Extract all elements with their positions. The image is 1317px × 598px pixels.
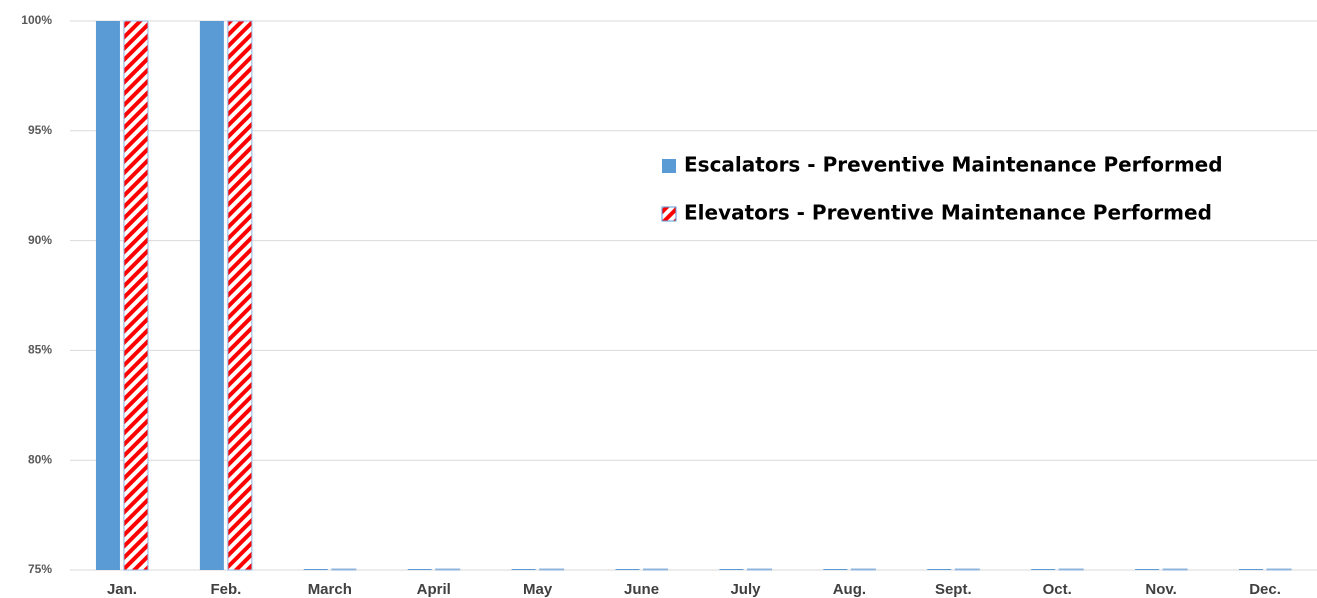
x-tick-label: Aug. bbox=[833, 581, 866, 598]
bar bbox=[407, 569, 432, 570]
bar bbox=[746, 568, 772, 571]
y-tick-label: 95% bbox=[28, 123, 52, 137]
x-tick-label: Jan. bbox=[107, 581, 137, 598]
bar bbox=[1266, 568, 1292, 571]
y-tick-label: 80% bbox=[28, 452, 52, 466]
bar bbox=[615, 569, 640, 570]
bar bbox=[927, 569, 952, 570]
x-tick-label: March bbox=[308, 581, 352, 598]
x-tick-label: Sept. bbox=[935, 581, 972, 598]
bar bbox=[331, 568, 357, 571]
x-tick-label: May bbox=[523, 581, 553, 598]
bar bbox=[539, 568, 565, 571]
legend-label: Elevators - Preventive Maintenance Perfo… bbox=[684, 201, 1212, 225]
x-tick-label: Dec. bbox=[1249, 581, 1281, 598]
x-tick-label: Feb. bbox=[210, 581, 241, 598]
x-tick-label: Oct. bbox=[1043, 581, 1072, 598]
legend-swatch bbox=[662, 159, 676, 173]
bar bbox=[954, 568, 980, 571]
x-tick-label: Nov. bbox=[1145, 581, 1176, 598]
legend-label: Escalators - Preventive Maintenance Perf… bbox=[684, 153, 1223, 177]
bar bbox=[1162, 568, 1188, 571]
bar bbox=[1058, 568, 1084, 571]
bar bbox=[227, 20, 253, 571]
bar bbox=[199, 21, 224, 570]
bar bbox=[123, 20, 149, 571]
bar bbox=[823, 569, 848, 570]
y-tick-label: 100% bbox=[21, 13, 52, 27]
bar bbox=[1135, 569, 1160, 570]
x-tick-label: June bbox=[624, 581, 659, 598]
x-tick-label: April bbox=[417, 581, 451, 598]
bar bbox=[511, 569, 536, 570]
bar bbox=[719, 569, 744, 570]
bar bbox=[95, 21, 120, 570]
bar bbox=[435, 568, 461, 571]
bar bbox=[850, 568, 876, 571]
bar bbox=[1031, 569, 1056, 570]
bar bbox=[303, 569, 328, 570]
y-tick-label: 85% bbox=[28, 343, 52, 357]
legend-swatch bbox=[661, 206, 677, 222]
y-tick-label: 75% bbox=[28, 562, 52, 576]
y-tick-label: 90% bbox=[28, 233, 52, 247]
bar bbox=[1239, 569, 1264, 570]
bar bbox=[643, 568, 669, 571]
x-tick-label: July bbox=[730, 581, 761, 598]
